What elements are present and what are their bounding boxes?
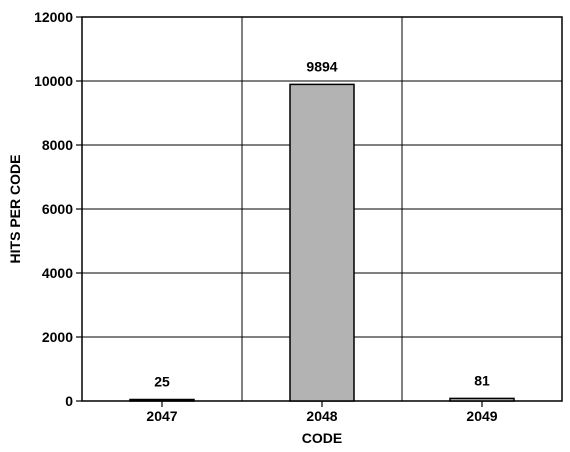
data-label-2049: 81 [474, 372, 490, 388]
x-tick-label-2049: 2049 [466, 408, 497, 424]
x-axis-title: CODE [302, 430, 342, 446]
y-tick-label: 6000 [42, 201, 73, 217]
bar-2048 [289, 83, 355, 402]
y-tick-label: 8000 [42, 137, 73, 153]
y-tick-label: 12000 [34, 9, 73, 25]
x-axis-ticks: 2047 2048 2049 [146, 401, 498, 424]
y-axis-ticks: 0 2000 4000 6000 8000 10000 12000 [34, 9, 82, 409]
x-tick-label-2047: 2047 [146, 408, 177, 424]
data-label-2048: 9894 [306, 58, 337, 74]
y-tick-label: 4000 [42, 265, 73, 281]
y-tick-label: 10000 [34, 73, 73, 89]
bar-2047 [129, 398, 195, 402]
y-tick-label: 2000 [42, 329, 73, 345]
x-tick-label-2048: 2048 [306, 408, 337, 424]
data-label-2047: 25 [154, 374, 170, 390]
bar-2049 [449, 397, 515, 402]
y-tick-label: 0 [65, 393, 73, 409]
bars: 25 9894 81 [129, 58, 515, 402]
gridlines [82, 17, 562, 401]
y-axis-title: HITS PER CODE [7, 155, 23, 264]
